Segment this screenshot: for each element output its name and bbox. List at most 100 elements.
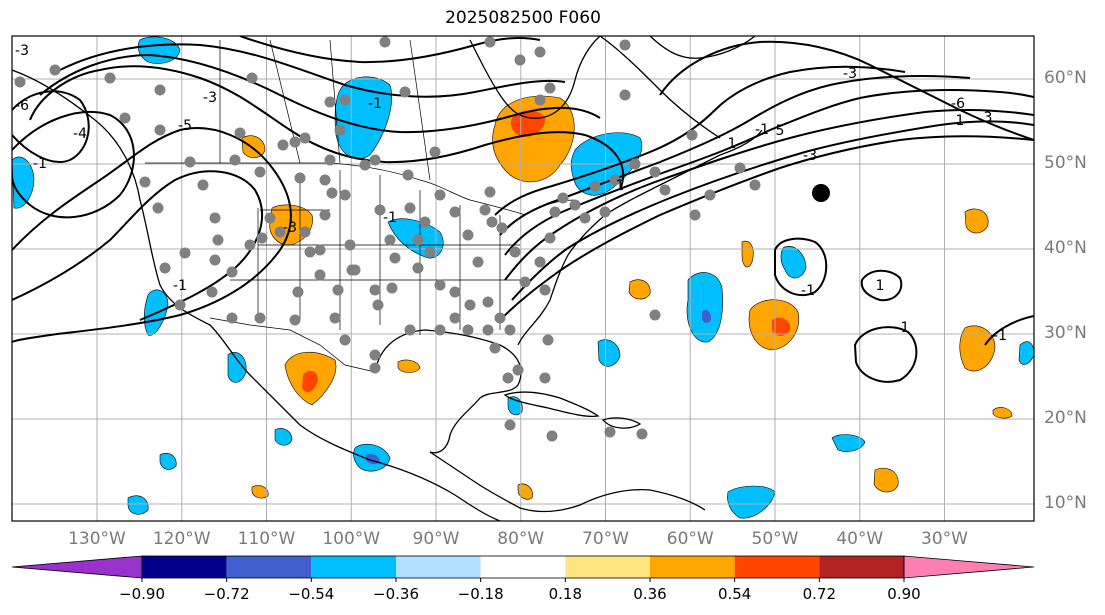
hudson-bay-coast <box>469 36 601 119</box>
station-marker <box>689 209 701 221</box>
station-marker <box>462 229 474 241</box>
station-marker <box>184 156 196 168</box>
florida-coast <box>517 299 551 346</box>
longitude-label: 40°W <box>836 529 884 549</box>
longitude-label: 80°W <box>497 529 545 549</box>
positive-anomaly-blob <box>959 325 996 372</box>
station-marker <box>502 372 514 384</box>
station-marker <box>359 159 371 171</box>
station-marker <box>494 312 506 324</box>
central-america-coast <box>429 451 581 513</box>
station-marker <box>339 94 351 106</box>
contour-label: 5 <box>776 123 785 139</box>
negative-anomaly-blob <box>137 36 181 64</box>
station-marker <box>329 312 341 324</box>
station-marker <box>429 146 441 158</box>
station-marker <box>334 124 346 136</box>
positive-anomaly-blob <box>628 279 651 300</box>
positive-anomaly-core <box>510 110 546 137</box>
station-marker <box>244 239 256 251</box>
station-marker <box>504 419 516 431</box>
contour-line <box>12 110 135 219</box>
contour-label: -1 <box>383 210 397 226</box>
station-marker <box>489 342 501 354</box>
station-marker <box>264 212 276 224</box>
state-lines <box>230 170 530 335</box>
station-marker <box>319 209 331 221</box>
contour-label: -3 <box>15 43 29 59</box>
station-marker <box>512 364 524 376</box>
contour-label: -3 <box>203 90 217 106</box>
station-marker <box>589 180 601 192</box>
station-marker <box>659 184 671 196</box>
station-marker <box>374 204 386 216</box>
longitude-label: 30°W <box>921 529 968 549</box>
station-marker <box>324 154 336 166</box>
station-marker <box>209 212 221 224</box>
longitude-label: 70°W <box>582 529 629 549</box>
contour-label: -1 <box>755 122 769 138</box>
longitude-label: 120°W <box>152 529 211 549</box>
station-marker <box>649 309 661 321</box>
station-marker <box>154 84 166 96</box>
east-coast <box>549 129 763 301</box>
labrador-coast <box>599 36 721 139</box>
contour-label: -3 <box>283 220 297 236</box>
station-marker <box>274 226 286 238</box>
negative-anomaly-blob <box>227 352 247 383</box>
station-marker <box>412 262 424 274</box>
longitude-label: 110°W <box>237 529 296 549</box>
greenland-coast <box>649 36 756 59</box>
contour-label: 1 <box>616 178 625 194</box>
contour-label: 1 <box>901 320 910 336</box>
station-marker <box>389 252 401 264</box>
station-marker <box>546 430 558 442</box>
station-marker <box>369 362 381 374</box>
us-mexico-border <box>209 317 376 373</box>
station-marker <box>386 282 398 294</box>
north-america-west-coast <box>12 69 501 521</box>
colorbar-tick-label: −0.72 <box>203 585 250 603</box>
positive-anomaly-blob <box>964 208 989 234</box>
contour-line <box>511 120 1034 301</box>
contour-line <box>29 65 625 191</box>
station-marker <box>599 206 611 218</box>
station-marker <box>299 226 311 238</box>
contour-label: -1 <box>801 283 815 299</box>
colorbar-over-arrow <box>903 555 1035 579</box>
positive-anomaly-blob <box>251 485 269 499</box>
station-marker <box>412 234 424 246</box>
contour-line <box>774 237 828 297</box>
station-marker <box>289 136 301 148</box>
positive-anomaly-blob <box>992 407 1013 419</box>
negative-anomaly-blob <box>686 272 723 343</box>
station-marker <box>544 232 556 244</box>
contour-label: -5 <box>178 118 192 134</box>
station-marker <box>154 124 166 136</box>
station-marker <box>254 166 266 178</box>
negative-anomaly-blob <box>159 452 177 470</box>
south-america-coast <box>579 489 706 511</box>
station-marker <box>496 222 508 234</box>
positive-anomaly-blob <box>873 467 899 493</box>
station-marker <box>299 132 311 144</box>
station-marker <box>686 129 698 141</box>
contour-line <box>504 89 1034 256</box>
station-marker <box>449 286 461 298</box>
latitude-label: 40°N <box>1044 238 1087 258</box>
colorbar-tick-label: 0.72 <box>802 585 837 603</box>
colorbar <box>11 555 1035 582</box>
station-marker <box>534 94 546 106</box>
station-marker <box>514 54 526 66</box>
contour-line <box>504 108 1034 281</box>
colorbar-segment <box>734 556 820 578</box>
station-marker <box>384 234 396 246</box>
colorbar-segment <box>396 556 481 578</box>
contour-line <box>984 315 1034 346</box>
station-marker <box>399 86 411 98</box>
station-marker <box>289 314 301 326</box>
contour-line <box>239 36 541 64</box>
height-contours <box>12 36 1034 383</box>
contour-line <box>499 135 1034 321</box>
